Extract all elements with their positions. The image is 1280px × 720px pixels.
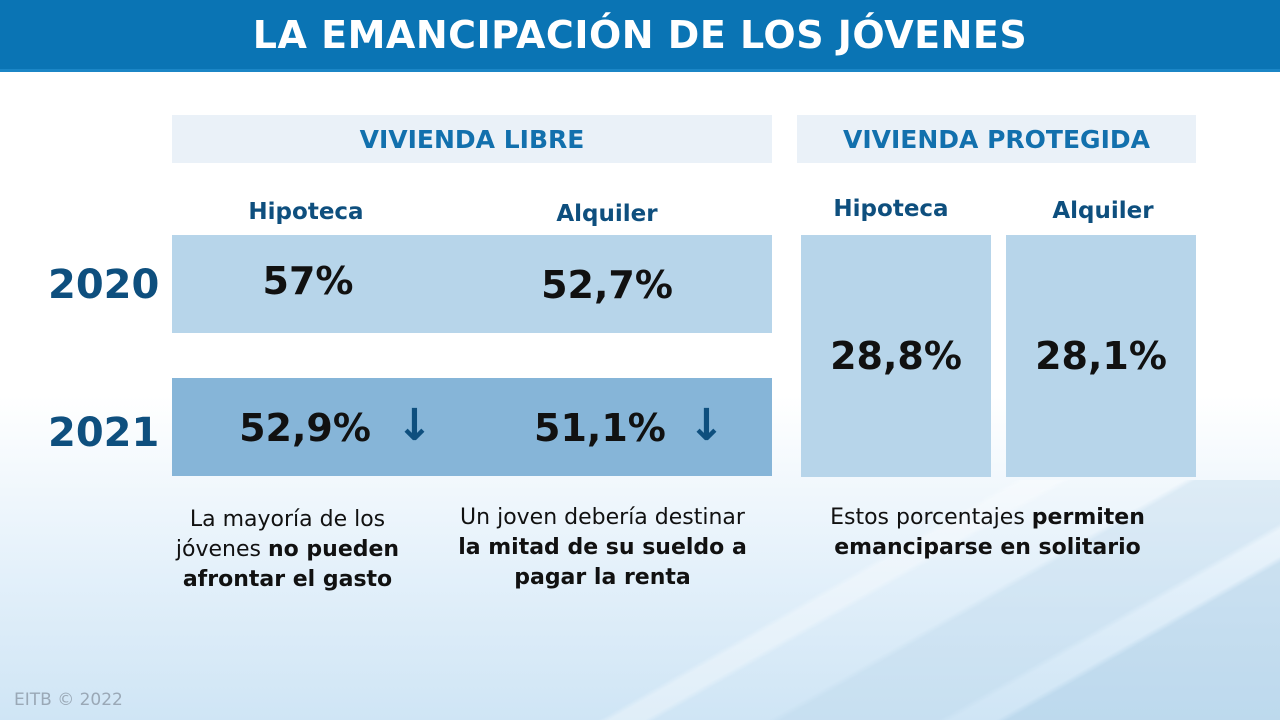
title-banner: LA EMANCIPACIÓN DE LOS JÓVENES [0,0,1280,72]
building-background-image [560,480,1280,720]
note-text: Un joven debería destinar [460,505,745,530]
column-header-libre-hipoteca: Hipoteca [248,199,364,225]
value-protegida-alquiler: 28,1% [1006,235,1196,477]
value-2021-alquiler: 51,1% [534,406,666,450]
row-2021-libre: 52,9% ↓ 51,1% ↓ [172,378,772,476]
copyright-footer: EITB © 2022 [14,690,123,710]
column-header-protegida-hipoteca: Hipoteca [833,196,949,222]
page-title: LA EMANCIPACIÓN DE LOS JÓVENES [252,12,1028,57]
year-label-2021: 2021 [48,410,160,456]
note-libre-alquiler: Un joven debería destinar la mitad de su… [455,503,750,593]
note-highlight: la mitad de su sueldo a pagar la renta [458,535,747,590]
value-2021-hipoteca: 52,9% [239,406,371,450]
note-text: La mayoría de los jóvenes [175,507,386,562]
value-2020-alquiler: 52,7% [541,263,673,307]
column-header-libre-alquiler: Alquiler [556,201,658,227]
note-libre-hipoteca: La mayoría de los jóvenes no pueden afro… [150,505,425,595]
arrow-down-icon: ↓ [688,400,725,451]
section-header-vivienda-protegida: VIVIENDA PROTEGIDA [797,115,1196,163]
value-protegida-hipoteca: 28,8% [801,235,991,477]
note-text: Estos porcentajes [830,505,1032,530]
row-2020-libre: 57% 52,7% [172,235,772,333]
note-highlight: permiten emanciparse en solitario [834,505,1145,560]
note-protegida: Estos porcentajes permiten emanciparse e… [820,503,1155,563]
arrow-down-icon: ↓ [396,400,433,451]
note-highlight: no pueden afrontar el gasto [182,537,400,592]
section-header-vivienda-libre: VIVIENDA LIBRE [172,115,772,163]
year-label-2020: 2020 [48,262,160,308]
column-header-protegida-alquiler: Alquiler [1052,198,1154,224]
value-2020-hipoteca: 57% [262,259,354,303]
